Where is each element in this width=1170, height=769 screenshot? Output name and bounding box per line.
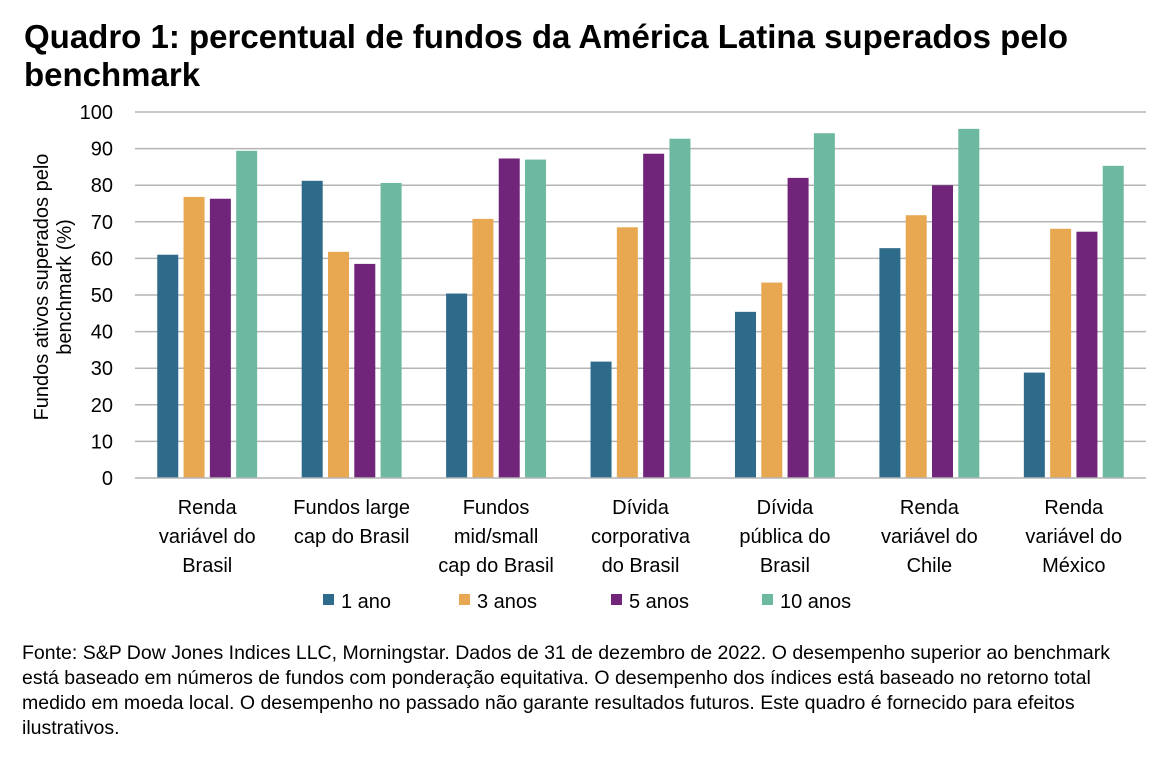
chart-title: Quadro 1: percentual de fundos da Améric… bbox=[24, 18, 1068, 93]
bar bbox=[734, 311, 756, 478]
bar bbox=[354, 263, 376, 478]
bar bbox=[761, 282, 783, 478]
bar bbox=[236, 150, 258, 478]
legend-label: 5 anos bbox=[629, 591, 689, 613]
bar bbox=[183, 196, 205, 479]
bar bbox=[525, 159, 547, 478]
legend-swatch bbox=[611, 594, 622, 605]
y-tick-label: 40 bbox=[91, 322, 113, 344]
legend-swatch bbox=[459, 594, 470, 605]
y-tick-label: 10 bbox=[91, 431, 113, 453]
bar bbox=[327, 251, 349, 478]
bar bbox=[958, 128, 980, 478]
bar bbox=[879, 248, 901, 478]
category-label: Renda variável do Brasil bbox=[159, 497, 256, 577]
y-tick-label: 50 bbox=[91, 285, 113, 307]
y-tick-label: 60 bbox=[91, 248, 113, 270]
legend-label: 3 anos bbox=[477, 591, 537, 613]
y-tick-label: 20 bbox=[91, 395, 113, 417]
legend-item: 10 anos bbox=[762, 591, 851, 613]
category-label: Dívida corporativa do Brasil bbox=[591, 497, 691, 577]
bar bbox=[616, 227, 638, 478]
category-label: Renda variável do Chile bbox=[881, 497, 978, 577]
legend-label: 1 ano bbox=[341, 591, 391, 613]
y-axis-label-line-2: benchmark (%) bbox=[54, 219, 76, 355]
y-tick-label: 30 bbox=[91, 358, 113, 380]
category-label: Fundos mid/small cap do Brasil bbox=[438, 497, 554, 577]
y-axis-ticks: 0 10 20 30 40 50 60 70 80 90 100 bbox=[80, 102, 113, 490]
y-tick-label: 80 bbox=[91, 175, 113, 197]
bar bbox=[669, 138, 691, 478]
legend-swatch bbox=[323, 594, 334, 605]
category-label: Dívida pública do Brasil bbox=[739, 497, 830, 577]
y-tick-label: 100 bbox=[80, 102, 113, 124]
bar bbox=[932, 185, 954, 478]
bar bbox=[498, 158, 520, 478]
legend-item: 5 anos bbox=[611, 591, 689, 613]
bar bbox=[787, 177, 809, 478]
legend-item: 3 anos bbox=[459, 591, 537, 613]
bar bbox=[813, 133, 835, 478]
gridlines bbox=[135, 111, 1146, 443]
category-label: Fundos large cap do Brasil bbox=[293, 497, 410, 548]
y-tick-label: 0 bbox=[102, 468, 113, 490]
legend-swatch bbox=[762, 594, 773, 605]
bar bbox=[1102, 165, 1124, 478]
bar bbox=[1076, 231, 1098, 478]
bar bbox=[905, 215, 927, 478]
y-axis-label-line-1: Fundos ativos superados pelo bbox=[31, 154, 53, 421]
bar bbox=[446, 293, 468, 478]
bar bbox=[157, 254, 179, 478]
y-tick-label: 90 bbox=[91, 139, 113, 161]
bar-chart: 0 10 20 30 40 50 60 70 80 90 100 Fundos ativos sup… bbox=[31, 102, 1146, 613]
legend-item: 1 ano bbox=[323, 591, 391, 613]
footnote: Fonte: S&P Dow Jones Indices LLC, Mornin… bbox=[22, 642, 1110, 739]
bar bbox=[1050, 228, 1072, 478]
y-tick-label: 70 bbox=[91, 212, 113, 234]
bar bbox=[380, 183, 402, 478]
bar bbox=[472, 218, 494, 478]
category-labels: Renda variável do Brasil Fundos large cap do… bbox=[159, 497, 1122, 577]
bar bbox=[1023, 372, 1045, 478]
bar bbox=[209, 198, 231, 478]
category-label: Renda variável do México bbox=[1025, 497, 1122, 577]
legend: 1 ano 3 anos 5 anos 10 anos bbox=[323, 591, 851, 613]
bars bbox=[157, 128, 1124, 479]
bar bbox=[301, 180, 323, 479]
bar bbox=[643, 153, 665, 478]
bar bbox=[590, 361, 612, 478]
legend-label: 10 anos bbox=[780, 591, 851, 613]
